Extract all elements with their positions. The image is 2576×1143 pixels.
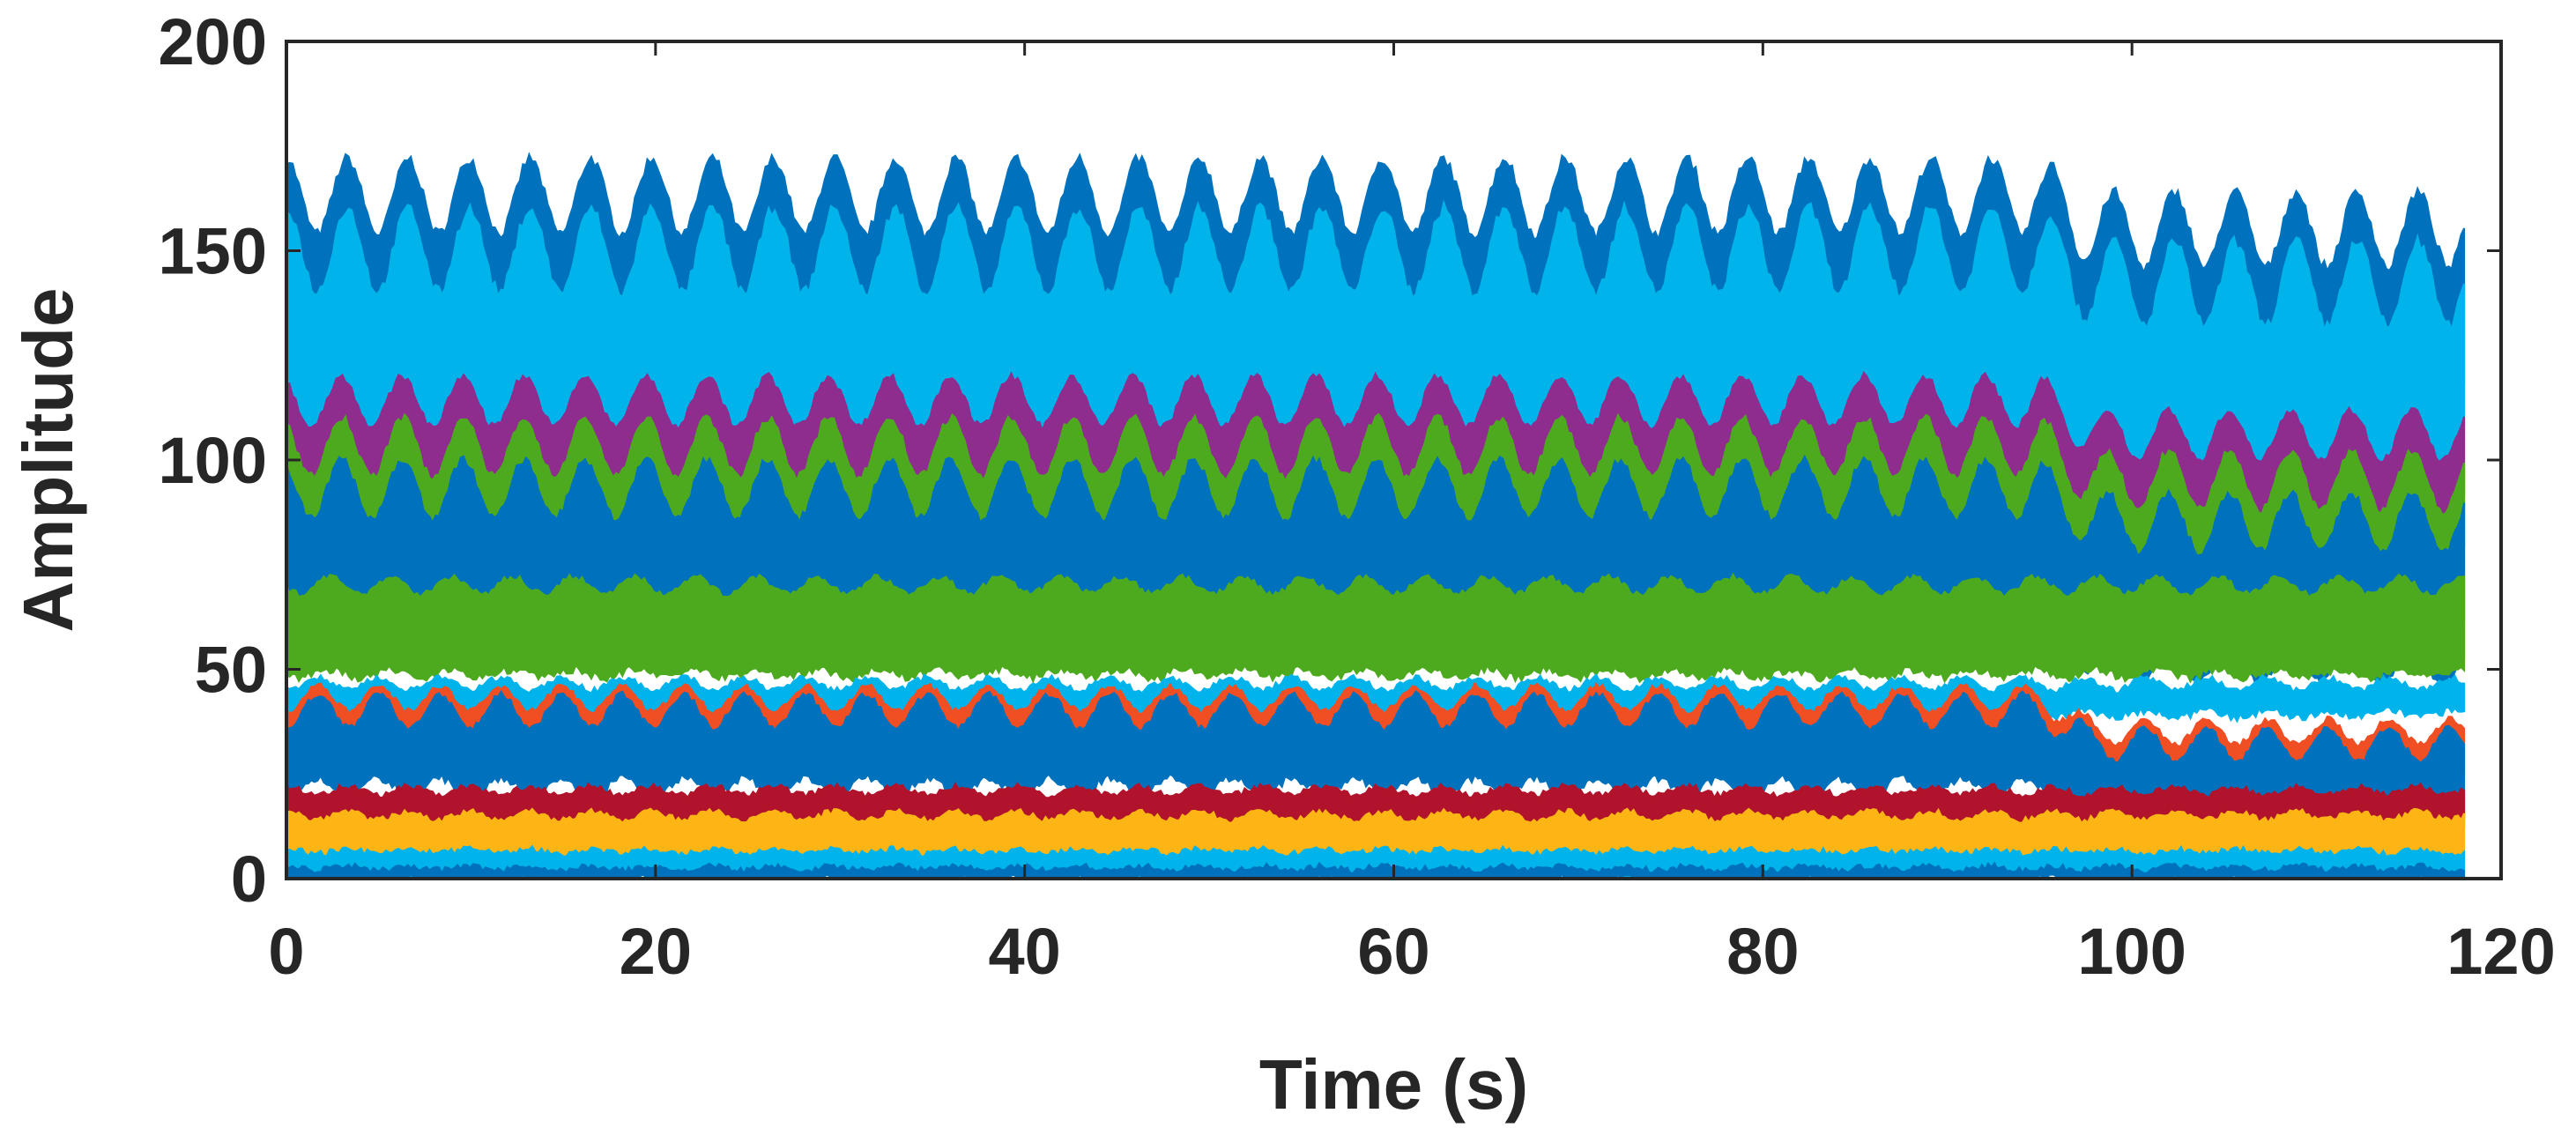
x-tick-label: 60	[1357, 915, 1429, 988]
x-axis-label: Time (s)	[1259, 1045, 1528, 1124]
y-tick-label: 200	[159, 5, 267, 78]
x-tick-label: 40	[989, 915, 1061, 988]
y-tick-label: 100	[159, 424, 267, 497]
y-tick-label: 150	[159, 215, 267, 288]
x-tick-label: 20	[620, 915, 692, 988]
y-tick-label: 50	[195, 634, 267, 707]
x-tick-label: 100	[2077, 915, 2186, 988]
x-tick-label: 80	[1726, 915, 1799, 988]
ticks-group: 0 20 40 60 80 100 120 0 50 100 150 200	[159, 5, 2556, 988]
y-tick-label: 0	[231, 842, 267, 916]
y-axis-label: Amplitude	[9, 287, 87, 632]
x-tick-label: 0	[268, 915, 304, 988]
x-tick-label: 120	[2446, 915, 2555, 988]
series-group	[286, 152, 2466, 881]
series-band-3-green	[286, 572, 2466, 685]
